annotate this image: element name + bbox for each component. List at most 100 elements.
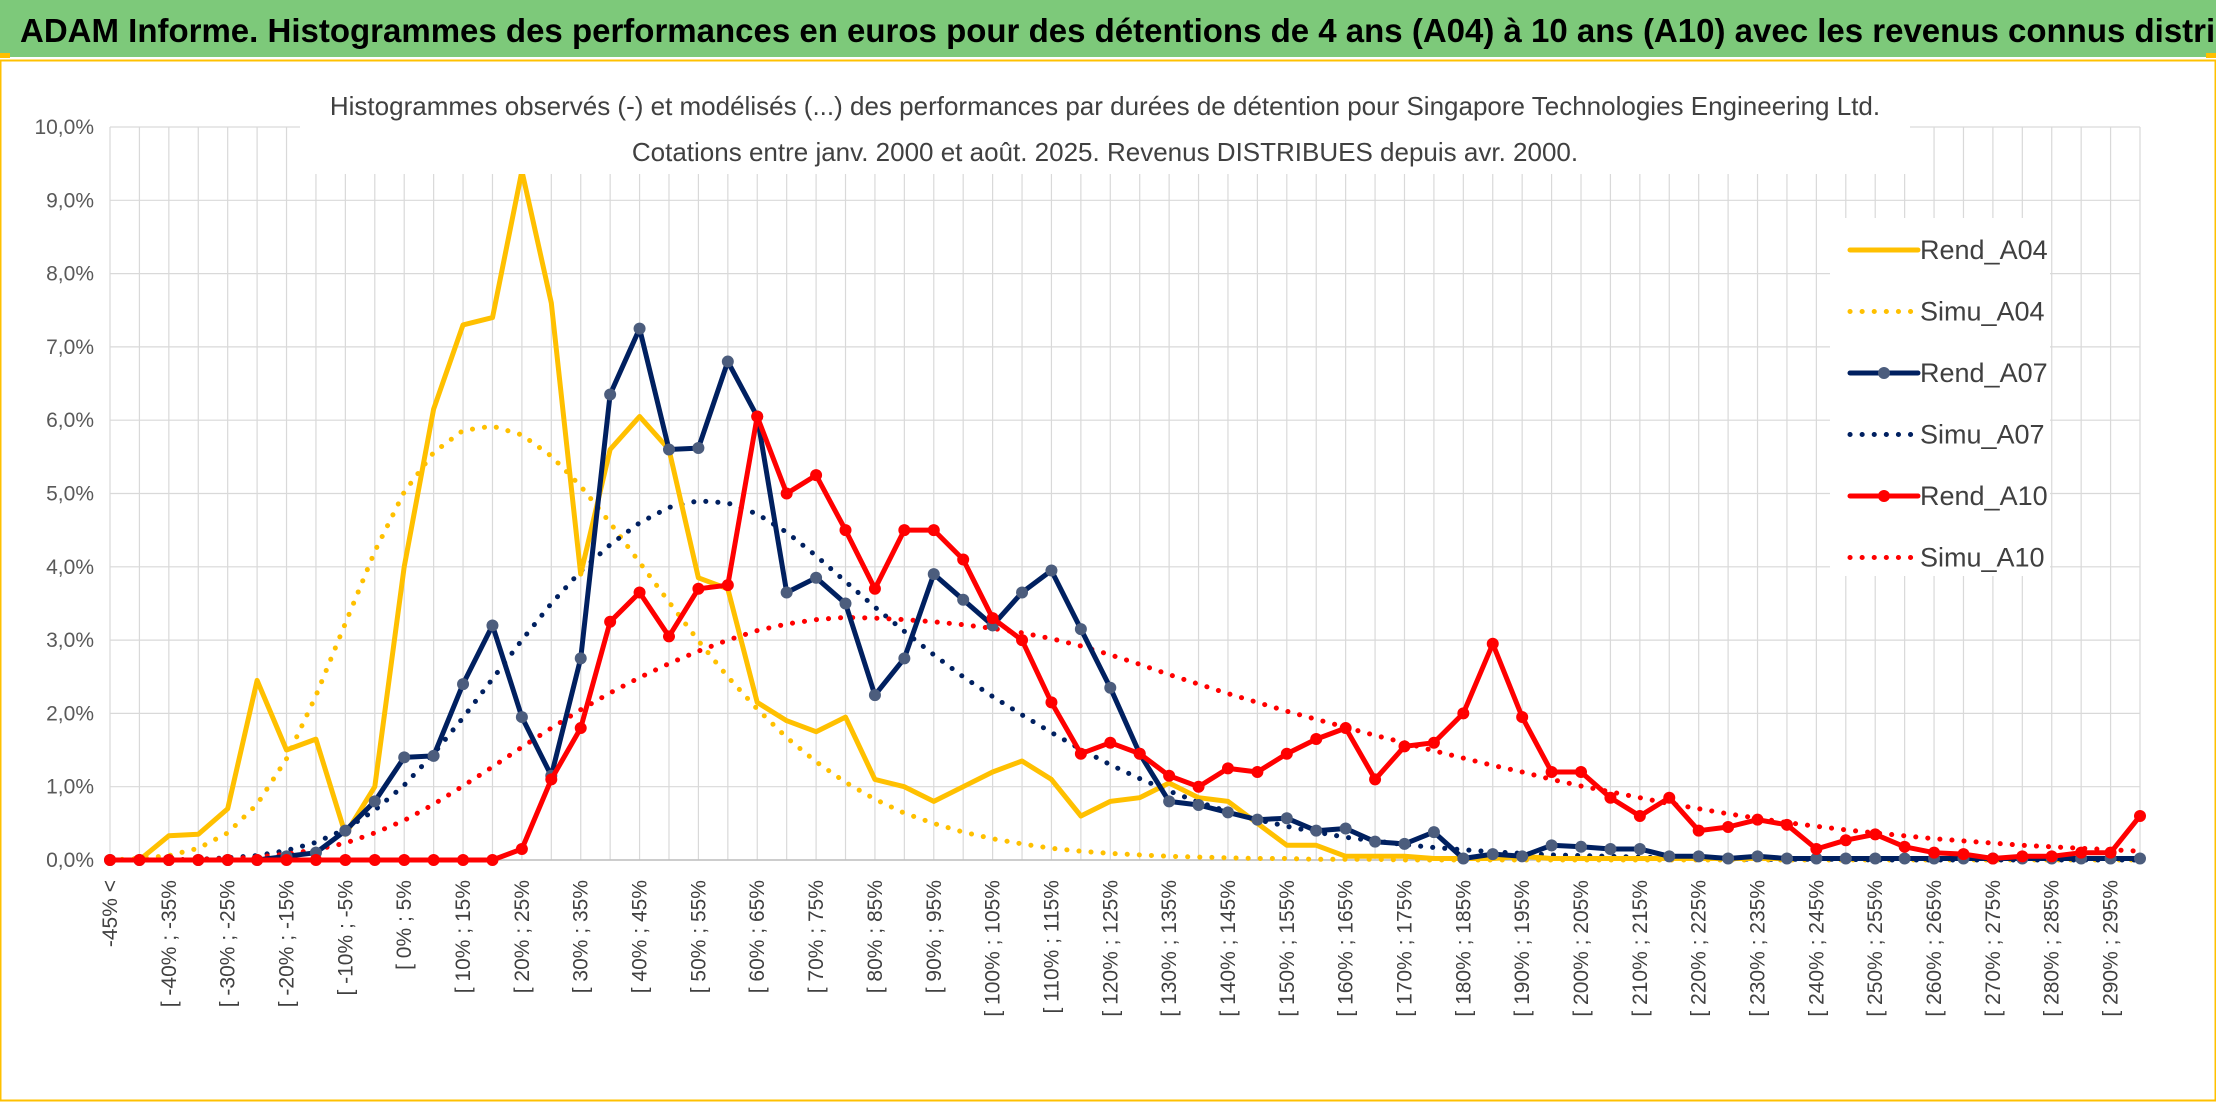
x-tick-label: [ 250% ; 255% bbox=[1864, 880, 1887, 1017]
series-point bbox=[1575, 840, 1588, 853]
series-point bbox=[1898, 840, 1911, 853]
series-point bbox=[1045, 564, 1058, 577]
series-point bbox=[1810, 852, 1823, 865]
x-tick-label: [ 270% ; 275% bbox=[1982, 880, 2005, 1017]
x-tick-label: [ 20% ; 25% bbox=[511, 880, 534, 993]
y-tick-label: 2,0% bbox=[46, 702, 94, 725]
series-point bbox=[1339, 822, 1352, 835]
series-point bbox=[604, 388, 617, 401]
banner-accent-right bbox=[2206, 53, 2216, 58]
series-point bbox=[1369, 835, 1382, 848]
series-point bbox=[1427, 826, 1440, 839]
legend-marker bbox=[1878, 367, 1890, 379]
series-point bbox=[104, 854, 116, 866]
series-point bbox=[927, 524, 940, 537]
series-point bbox=[1251, 813, 1264, 826]
y-tick-label: 9,0% bbox=[46, 189, 94, 212]
series-point bbox=[839, 524, 852, 537]
series-point bbox=[1604, 791, 1617, 804]
series-point bbox=[1163, 769, 1176, 782]
series-point bbox=[574, 652, 587, 665]
x-tick-label: [ 50% ; 55% bbox=[687, 880, 710, 993]
series-point bbox=[868, 689, 881, 702]
x-tick-label: [ -20% ; -15% bbox=[276, 880, 299, 1007]
series-point bbox=[1545, 839, 1558, 852]
x-tick-label: [ 80% ; 85% bbox=[864, 880, 887, 993]
series-point bbox=[957, 593, 970, 606]
x-tick-label: [ 60% ; 65% bbox=[746, 880, 769, 993]
series-point bbox=[1780, 852, 1793, 865]
series-point bbox=[1251, 766, 1264, 779]
series-point bbox=[2134, 852, 2146, 865]
y-tick-label: 3,0% bbox=[46, 629, 94, 652]
series-point bbox=[1722, 821, 1735, 834]
series-point bbox=[1398, 837, 1411, 850]
series-point bbox=[368, 854, 381, 866]
x-tick-label: [ 280% ; 285% bbox=[2041, 880, 2064, 1017]
series-point bbox=[398, 854, 411, 866]
series-point bbox=[251, 854, 264, 866]
series-point bbox=[1898, 852, 1911, 865]
series-point bbox=[427, 854, 440, 866]
series-point bbox=[1427, 736, 1440, 749]
series-point bbox=[515, 711, 528, 724]
series-point bbox=[1516, 850, 1529, 863]
x-tick-label: [ 30% ; 35% bbox=[570, 880, 593, 993]
series-point bbox=[1810, 843, 1823, 856]
series-point bbox=[2134, 810, 2146, 823]
series-point bbox=[1751, 813, 1764, 826]
series-point bbox=[1104, 681, 1117, 694]
series-point bbox=[1928, 846, 1941, 859]
series-point bbox=[1310, 733, 1323, 746]
series-point bbox=[133, 854, 146, 866]
series-point bbox=[1192, 799, 1205, 812]
series-line bbox=[107, 414, 2143, 863]
series-point bbox=[1133, 747, 1146, 760]
legend-item: Rend_A04 bbox=[1847, 235, 2048, 265]
series-point bbox=[1016, 586, 1029, 599]
series-point bbox=[1839, 852, 1852, 865]
series-point bbox=[1633, 810, 1646, 823]
x-tick-label: [ 190% ; 195% bbox=[1511, 880, 1534, 1017]
x-tick-label: [ 210% ; 215% bbox=[1629, 880, 1652, 1017]
series-point bbox=[545, 773, 558, 786]
legend-label: Simu_A04 bbox=[1920, 297, 2045, 327]
series-point bbox=[1221, 762, 1234, 775]
series-point bbox=[1339, 722, 1352, 735]
legend-item: Simu_A07 bbox=[1847, 420, 2045, 450]
series-point bbox=[2075, 846, 2088, 859]
series-point bbox=[1869, 852, 1882, 865]
series-point bbox=[1457, 852, 1470, 865]
series-point bbox=[162, 854, 175, 866]
series-point bbox=[1192, 780, 1205, 793]
series-point bbox=[1751, 850, 1764, 863]
legend-item: Simu_A04 bbox=[1847, 297, 2045, 327]
series-point bbox=[1457, 707, 1470, 720]
series-point bbox=[927, 568, 940, 581]
series-point bbox=[810, 469, 823, 482]
x-tick-label: [ 40% ; 45% bbox=[629, 880, 652, 993]
series-point bbox=[2016, 850, 2029, 863]
series-point bbox=[1074, 747, 1087, 760]
x-tick-label: [ 160% ; 165% bbox=[1335, 880, 1358, 1017]
x-tick-label: [ 150% ; 155% bbox=[1276, 880, 1299, 1017]
series-point bbox=[1280, 747, 1293, 760]
x-tick-label: [ -30% ; -25% bbox=[217, 880, 240, 1007]
x-tick-label: [ 240% ; 245% bbox=[1805, 880, 1828, 1017]
series-point bbox=[1663, 850, 1676, 863]
x-tick-label: [ 140% ; 145% bbox=[1217, 880, 1240, 1017]
x-tick-label: [ 220% ; 225% bbox=[1688, 880, 1711, 1017]
series-line bbox=[107, 423, 2143, 863]
series-point bbox=[1780, 818, 1793, 831]
series-point bbox=[2045, 850, 2058, 863]
series-point bbox=[898, 524, 911, 537]
series-point bbox=[1163, 795, 1176, 808]
x-tick-labels: -45% < [ -40% ; -35% [ -30% ; -25% [ -20% ;… bbox=[99, 880, 2123, 1017]
series-point bbox=[339, 824, 352, 837]
legend-label: Rend_A04 bbox=[1920, 235, 2048, 265]
legend-label: Simu_A10 bbox=[1920, 543, 2045, 573]
series-point bbox=[457, 854, 470, 866]
series-point bbox=[780, 586, 793, 599]
series-point bbox=[1957, 848, 1970, 861]
